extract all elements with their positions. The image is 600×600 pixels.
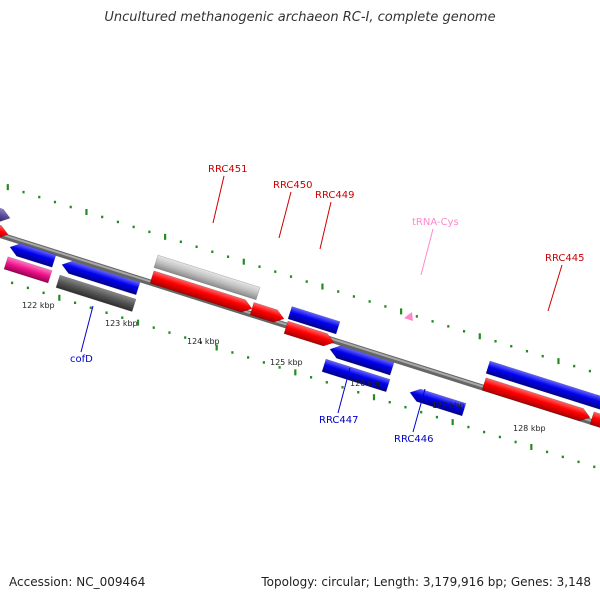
- tick-label-127: 127 kbp: [432, 401, 465, 410]
- gene-label-rrc450: RRC450: [273, 180, 312, 191]
- feature-purple: [0, 198, 11, 222]
- feature-red-edge: [0, 215, 9, 239]
- feature-red-RRC449: [283, 320, 335, 347]
- feature-red-right: [589, 411, 600, 438]
- leader-line-rrc446: [412, 388, 426, 433]
- tick-label-126: 126 kbp: [350, 379, 383, 388]
- tick-label-125: 125 kbp: [270, 358, 303, 367]
- leader-line-rrc449: [319, 201, 332, 250]
- kbp-ticks: 122 kbp 123 kbp 124 kbp 125 kbp 126 kbp 127 k…: [22, 301, 546, 433]
- leader-line-rrc447: [337, 367, 351, 414]
- genome-summary-text: Topology: circular; Length: 3,179,916 bp…: [261, 575, 591, 589]
- leader-line-rrc450: [278, 191, 292, 239]
- feature-blue-RRC447b: [321, 358, 391, 393]
- feature-blue-RRC447a: [329, 345, 395, 376]
- feature-red-RRC450: [249, 302, 285, 323]
- tick-label-124: 124 kbp: [187, 337, 220, 346]
- dotted-track-rings: [6, 184, 596, 469]
- gene-label-cofd: cofD: [70, 354, 93, 365]
- leader-line-rrc451: [212, 175, 225, 224]
- feature-blue-upper: [61, 260, 141, 296]
- feature-gray-RRC451: [153, 254, 261, 301]
- tick-label-122: 122 kbp: [22, 301, 55, 310]
- leader-line-rrc445: [547, 264, 563, 312]
- gene-label-rrc449: RRC449: [315, 190, 354, 201]
- gene-label-rrc445: RRC445: [545, 253, 584, 264]
- feature-dark-cofD: [55, 274, 137, 312]
- feature-blue-RRC449: [287, 306, 341, 335]
- gene-label-rrc446: RRC446: [394, 434, 433, 445]
- feature-blue-RRC445: [485, 360, 599, 408]
- gene-label-trna-cys: tRNA-Cys: [412, 217, 459, 228]
- feature-blue-RRC446: [409, 388, 467, 417]
- feature-red-RRC445: [481, 377, 591, 422]
- accession-text: Accession: NC_009464: [9, 575, 146, 589]
- feature-red-RRC451: [149, 270, 253, 313]
- tick-label-123: 123 kbp: [105, 319, 138, 328]
- feature-blue-right: [593, 394, 600, 422]
- feature-magenta: [3, 256, 53, 284]
- gene-label-rrc447: RRC447: [319, 415, 358, 426]
- tick-label-128: 128 kbp: [513, 424, 546, 433]
- gene-label-rrc451: RRC451: [208, 164, 247, 175]
- leader-line-trna-cys: [420, 228, 434, 276]
- leader-line-cofd: [80, 305, 94, 353]
- map-title: Uncultured methanogenic archaeon RC-I, c…: [104, 10, 496, 25]
- gene-features: [0, 198, 600, 438]
- feature-blue-left: [9, 243, 57, 268]
- feature-trna-cys: [404, 312, 413, 321]
